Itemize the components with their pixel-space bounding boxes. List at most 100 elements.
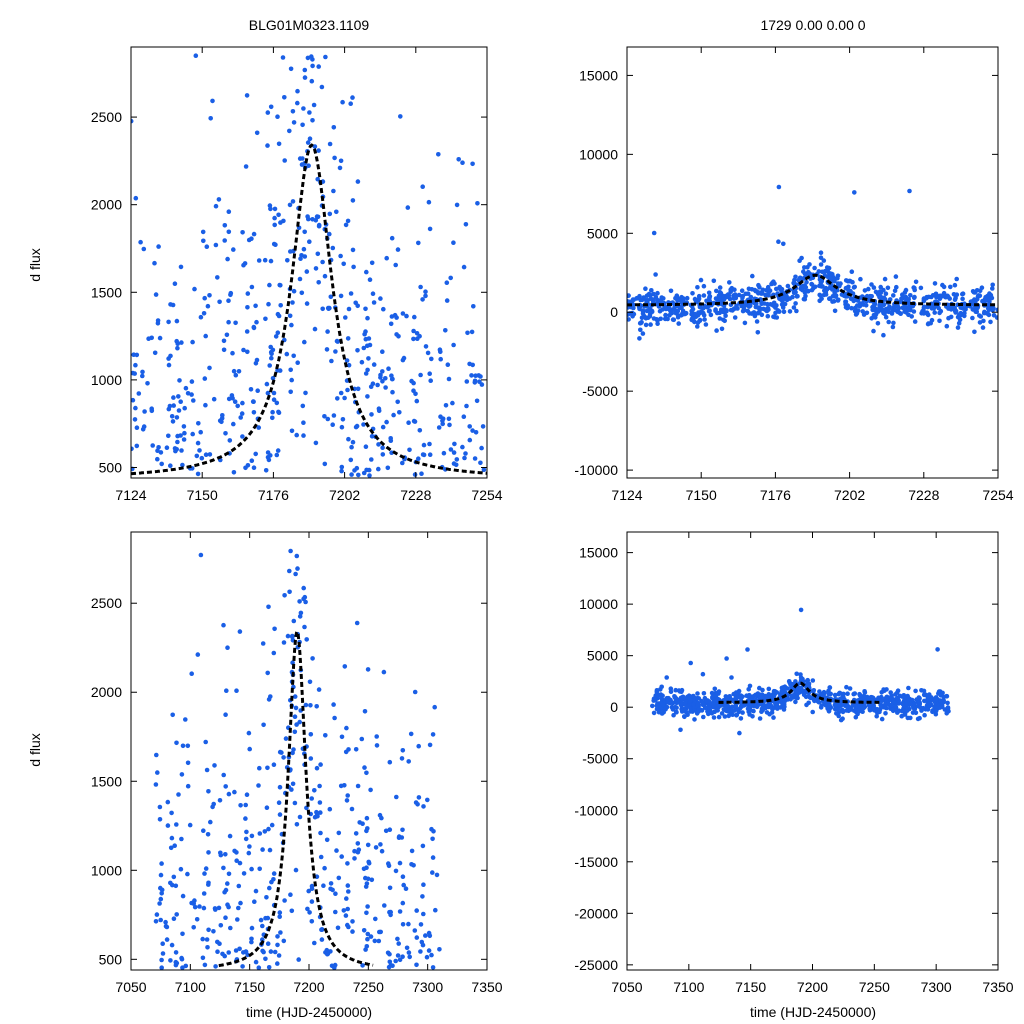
data-point — [195, 440, 201, 446]
data-point — [189, 379, 195, 384]
data-point — [902, 712, 908, 717]
data-point — [159, 891, 164, 896]
data-point — [411, 418, 417, 424]
data-point — [285, 258, 290, 263]
scatter-points — [131, 53, 487, 478]
data-point — [432, 704, 438, 710]
data-point — [274, 452, 280, 458]
x-tick-label: 7202 — [329, 487, 360, 503]
data-point — [245, 463, 251, 468]
title-left: BLG01M0323.1109 — [249, 17, 370, 33]
data-point — [846, 284, 851, 290]
data-point — [388, 321, 394, 327]
data-point — [970, 315, 975, 321]
data-point — [639, 315, 645, 321]
data-point — [201, 905, 207, 911]
panel-bottom-right: 7050 7100 7150 7200 7250 7300 7350 -25000 -20000… — [574, 531, 1014, 995]
data-point — [391, 412, 396, 418]
data-point — [461, 264, 467, 270]
data-point — [957, 314, 962, 320]
data-point — [277, 368, 283, 373]
data-point — [202, 962, 208, 968]
data-point — [350, 439, 356, 445]
data-point — [420, 452, 426, 457]
data-point — [359, 736, 365, 742]
data-point — [294, 822, 300, 827]
data-point — [306, 216, 311, 222]
data-point — [794, 308, 799, 314]
data-point — [234, 688, 239, 693]
data-point — [843, 305, 849, 310]
data-point — [745, 647, 750, 652]
data-point — [912, 287, 917, 293]
data-point — [223, 784, 228, 789]
data-point — [342, 664, 348, 669]
data-point — [438, 349, 443, 355]
data-point — [174, 740, 179, 746]
data-point — [180, 462, 185, 468]
data-point — [290, 781, 296, 787]
data-point — [387, 759, 393, 765]
data-point — [350, 95, 355, 100]
data-point — [724, 656, 729, 661]
data-point — [891, 293, 896, 298]
data-point — [724, 294, 729, 300]
data-point — [714, 328, 719, 333]
data-point — [314, 765, 320, 771]
data-point — [378, 296, 383, 301]
data-point — [239, 411, 245, 416]
data-point — [207, 365, 212, 371]
data-point — [268, 349, 274, 355]
data-point — [265, 390, 271, 396]
data-point — [294, 432, 300, 438]
data-point — [375, 382, 380, 388]
data-point — [171, 395, 176, 400]
data-point — [695, 324, 700, 329]
data-point — [185, 783, 191, 789]
data-point — [305, 140, 311, 145]
data-point — [771, 279, 776, 285]
data-point — [288, 66, 294, 72]
data-point — [290, 750, 295, 756]
data-point — [674, 710, 679, 715]
data-point — [913, 279, 919, 285]
data-point — [396, 834, 402, 839]
data-point — [878, 284, 883, 290]
data-point — [282, 593, 287, 598]
data-point — [782, 301, 788, 307]
data-point — [301, 246, 307, 252]
data-point — [316, 280, 322, 285]
data-point — [365, 667, 371, 672]
data-point — [340, 417, 346, 422]
panel-top-right: 7124 7150 7176 7202 7228 7254 -10000 -5000 0 5000… — [574, 46, 1014, 503]
data-point — [990, 282, 995, 288]
data-point — [464, 379, 470, 384]
data-point — [346, 306, 352, 312]
data-point — [276, 141, 282, 147]
data-point — [226, 791, 232, 797]
data-point — [801, 692, 807, 697]
data-point — [320, 306, 326, 312]
data-point — [312, 326, 318, 332]
data-point — [843, 292, 849, 297]
data-point — [304, 637, 310, 642]
data-point — [272, 206, 278, 212]
data-point — [368, 934, 374, 939]
data-point — [627, 312, 630, 317]
data-point — [716, 689, 722, 694]
y-tick-label: -5000 — [582, 383, 618, 399]
data-point — [418, 949, 423, 954]
data-point — [717, 316, 723, 321]
data-point — [266, 604, 271, 610]
data-point — [204, 244, 210, 249]
data-point — [741, 703, 747, 708]
data-point — [153, 782, 159, 787]
data-point — [365, 394, 370, 399]
data-point — [451, 240, 456, 245]
data-point — [983, 294, 988, 300]
data-point — [678, 727, 683, 733]
data-point — [925, 311, 930, 317]
data-point — [345, 387, 350, 393]
data-point — [245, 349, 250, 355]
y-tick-label: -20000 — [574, 905, 618, 921]
